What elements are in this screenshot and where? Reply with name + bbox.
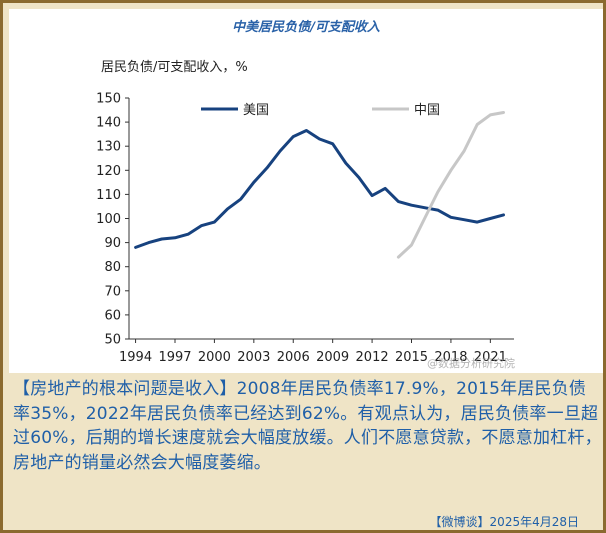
watermark: @数据分析研究院 (427, 356, 515, 370)
x-tick-label: 2006 (277, 350, 310, 365)
caption-text: 【房地产的根本问题是收入】2008年居民负债率17.9%，2015年居民负债率3… (13, 379, 602, 473)
legend: 美国 中国 (201, 103, 440, 118)
y-tick-label: 120 (96, 164, 121, 179)
y-tick-label: 70 (104, 284, 121, 299)
chart-title: 中美居民负债/可支配收入 (232, 19, 380, 35)
y-tick-label: 90 (104, 236, 121, 251)
legend-label-china: 中国 (414, 103, 440, 118)
x-tick-label: 2012 (356, 350, 389, 365)
y-tick-label: 140 (96, 116, 121, 131)
y-tick-label: 110 (96, 188, 121, 203)
line-chart: 中美居民负债/可支配收入 居民负债/可支配收入，% 150 140 130 120 11… (96, 19, 515, 370)
y-axis: 150 140 130 120 110 100 90 80 70 60 50 (96, 92, 130, 348)
x-tick-label: 2018 (434, 350, 467, 365)
series-layer (134, 111, 505, 259)
x-tick-label: 2003 (237, 350, 270, 365)
y-tick-label: 50 (104, 333, 121, 348)
x-tick-label: 1997 (158, 350, 191, 365)
bottom-divider (9, 530, 603, 532)
y-axis-label: 居民负债/可支配收入，% (101, 60, 248, 75)
y-tick-label: 130 (96, 140, 121, 155)
x-tick-label: 2021 (474, 350, 507, 365)
x-axis: 1994 1997 2000 2003 2006 2009 2012 2015 2018 2021 (119, 338, 514, 365)
y-tick-label: 80 (104, 260, 121, 275)
chart-panel: 中美居民负债/可支配收入 居民负债/可支配收入，% 150 140 130 120 11… (9, 9, 603, 373)
x-tick-label: 2009 (316, 350, 349, 365)
x-tick-label: 2015 (395, 350, 428, 365)
source-date: 【微博谈】2025年4月28日 (429, 515, 579, 529)
y-tick-label: 60 (104, 308, 121, 323)
series-line-usa (134, 129, 505, 249)
legend-label-usa: 美国 (243, 103, 269, 118)
series-line-china (396, 111, 505, 259)
y-tick-label: 100 (96, 212, 121, 227)
y-tick-label: 150 (96, 92, 121, 107)
x-tick-label: 1994 (119, 350, 152, 365)
x-tick-label: 2000 (198, 350, 231, 365)
